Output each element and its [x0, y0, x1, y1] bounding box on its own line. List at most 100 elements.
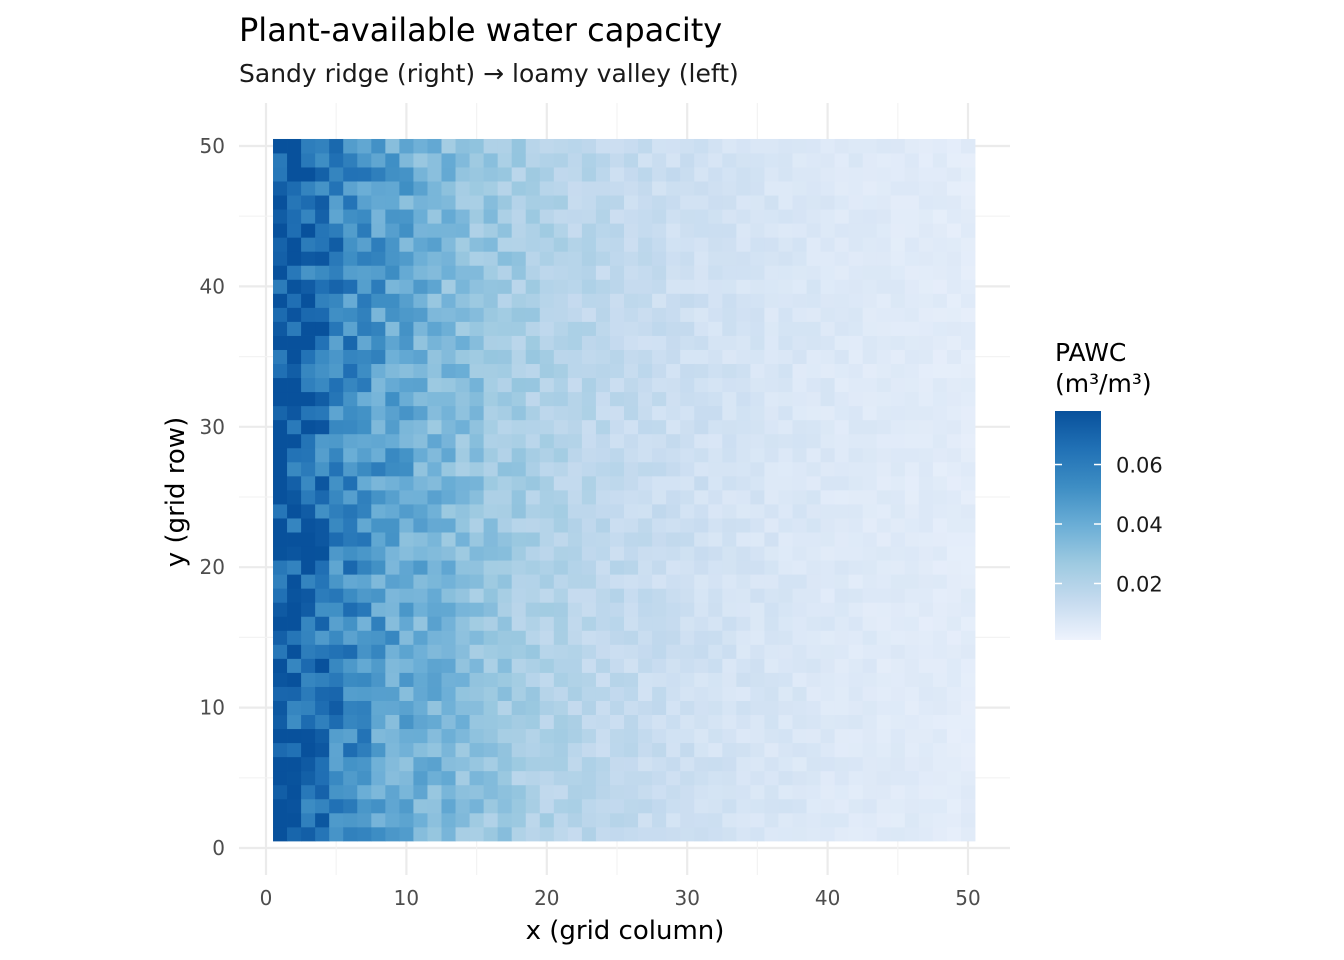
heatmap-cell: [595, 630, 611, 645]
heatmap-cell: [315, 335, 330, 350]
heatmap-cell: [427, 447, 442, 463]
heatmap-cell: [385, 602, 400, 617]
heatmap-cell: [960, 153, 976, 168]
heatmap-cell: [736, 307, 751, 322]
heatmap-cell: [890, 644, 906, 659]
heatmap-cell: [511, 489, 527, 505]
heatmap-cell: [469, 798, 485, 814]
heatmap-cell: [624, 489, 639, 505]
heatmap-cell: [638, 714, 653, 730]
heatmap-cell: [497, 658, 513, 673]
heatmap-cell: [638, 546, 653, 561]
heatmap-cell: [413, 447, 428, 463]
heatmap-cell: [792, 195, 807, 210]
heatmap-cell: [525, 658, 541, 673]
heatmap-cell: [581, 798, 597, 814]
heatmap-cell: [820, 616, 836, 631]
heatmap-cell: [595, 167, 611, 182]
heatmap-cell: [469, 686, 485, 701]
heatmap-cell: [343, 532, 358, 547]
heatmap-cell: [385, 574, 400, 589]
heatmap-cell: [609, 321, 625, 336]
heatmap-cell: [497, 475, 513, 491]
heatmap-cell: [385, 560, 400, 575]
heatmap-cell: [413, 363, 428, 379]
heatmap-cell: [455, 461, 470, 477]
heatmap-cell: [946, 588, 962, 603]
heatmap-cell: [301, 714, 316, 730]
heatmap-cell: [652, 532, 667, 547]
heatmap-cell: [848, 433, 864, 449]
heatmap-cell: [624, 265, 639, 280]
heatmap-cell: [399, 644, 414, 659]
heatmap-cell: [666, 167, 681, 182]
heatmap-cell: [960, 433, 976, 449]
heatmap-cell: [946, 546, 962, 561]
heatmap-cell: [413, 489, 428, 505]
heatmap-cell: [497, 391, 513, 407]
heatmap-cell: [694, 826, 709, 842]
heatmap-cell: [834, 138, 850, 154]
heatmap-cell: [441, 195, 456, 210]
heatmap-cell: [806, 419, 821, 435]
heatmap-cell: [343, 279, 358, 294]
heatmap-cell: [553, 504, 569, 519]
heatmap-cell: [764, 504, 779, 519]
heatmap-cell: [315, 265, 330, 280]
heatmap-cell: [273, 138, 288, 154]
heatmap-cell: [652, 588, 667, 603]
heatmap-cell: [609, 588, 625, 603]
heatmap-cell: [960, 391, 976, 407]
heatmap-cell: [483, 209, 499, 224]
heatmap-cell: [385, 279, 400, 294]
heatmap-cell: [595, 433, 611, 449]
heatmap-cell: [567, 321, 583, 336]
heatmap-cell: [455, 756, 470, 772]
heatmap-cell: [778, 349, 793, 365]
heatmap-cell: [371, 237, 386, 252]
heatmap-cell: [399, 153, 414, 168]
heatmap-cell: [708, 209, 723, 224]
heatmap-cell: [343, 700, 358, 716]
heatmap-cell: [539, 167, 555, 182]
heatmap-cell: [820, 377, 836, 393]
heatmap-cell: [736, 461, 751, 477]
heatmap-cell: [806, 644, 821, 659]
heatmap-cell: [469, 391, 485, 407]
heatmap-cell: [371, 630, 386, 645]
heatmap-cell: [904, 265, 920, 280]
heatmap-cell: [750, 138, 765, 154]
heatmap-cell: [441, 447, 456, 463]
heatmap-cell: [427, 307, 442, 322]
heatmap-cell: [581, 391, 597, 407]
heatmap-cell: [441, 363, 456, 379]
heatmap-cell: [750, 335, 765, 350]
heatmap-cell: [511, 714, 527, 730]
heatmap-cell: [708, 826, 723, 842]
heatmap-cell: [609, 181, 625, 196]
heatmap-cell: [890, 223, 906, 238]
heatmap-cell: [680, 798, 695, 814]
heatmap-cell: [343, 419, 358, 435]
heatmap-cell: [638, 616, 653, 631]
heatmap-cell: [441, 574, 456, 589]
heatmap-cell: [595, 560, 611, 575]
heatmap-cell: [890, 475, 906, 491]
heatmap-cell: [792, 658, 807, 673]
heatmap-cell: [904, 167, 920, 182]
heatmap-cell: [918, 391, 934, 407]
heatmap-cell: [609, 237, 625, 252]
heatmap-cell: [806, 293, 821, 308]
heatmap-cell: [581, 433, 597, 449]
heatmap-cell: [750, 153, 765, 168]
heatmap-cell: [666, 770, 681, 786]
heatmap-cell: [329, 770, 344, 786]
heatmap-cell: [722, 265, 737, 280]
heatmap-cell: [918, 658, 934, 673]
heatmap-cell: [511, 644, 527, 659]
heatmap-cell: [694, 279, 709, 294]
heatmap-cell: [764, 686, 779, 701]
heatmap-cell: [806, 560, 821, 575]
heatmap-cell: [371, 461, 386, 477]
heatmap-cell: [750, 349, 765, 365]
